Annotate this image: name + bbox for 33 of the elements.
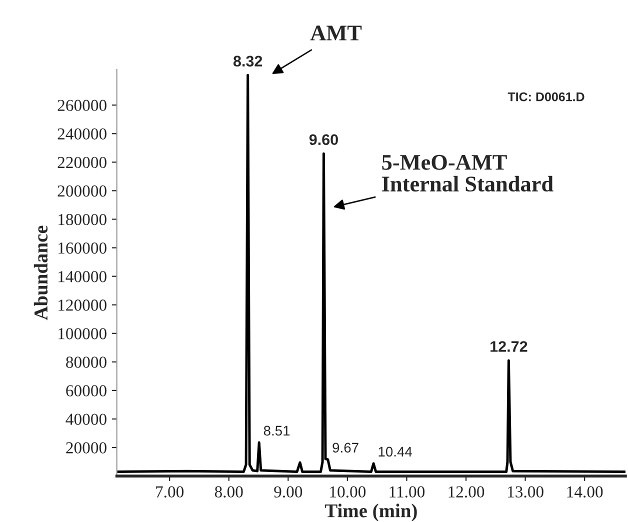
annotation: 8.51 <box>264 426 290 436</box>
annotation: 12.72 <box>490 341 528 352</box>
y-tick-label: 20000 <box>66 442 106 454</box>
line-series <box>116 74 626 474</box>
x-tick-label: 10.00 <box>330 486 366 498</box>
y-tick-label: 260000 <box>58 100 106 112</box>
y-tick-label: 140000 <box>58 271 106 282</box>
y-axis-title: Abundance <box>34 226 48 320</box>
x-tick-label: 14.00 <box>567 486 603 498</box>
x-tick-label: 13.00 <box>508 486 544 498</box>
y-tick-label: 120000 <box>58 300 106 311</box>
y-tick-label: 80000 <box>66 356 106 368</box>
annotation: 9.60 <box>309 134 338 146</box>
annotation: TIC: D0061.D <box>508 92 584 102</box>
x-axis-title: Time (min) <box>324 504 417 522</box>
y-tick-label: 100000 <box>58 328 106 340</box>
text: AMT <box>310 26 362 40</box>
x-tick-label: 9.00 <box>274 486 302 498</box>
x-tick-label: 11.00 <box>390 486 425 498</box>
y-tick-label: 160000 <box>58 242 106 254</box>
y-tick-label: 40000 <box>66 414 106 425</box>
y-tick-label: 240000 <box>58 128 106 140</box>
y-tick-label: 220000 <box>58 156 106 168</box>
annotation: 8.32 <box>233 56 262 67</box>
y-tick-label: 60000 <box>66 385 106 396</box>
y-tick-label: 200000 <box>58 185 106 197</box>
x-tick-label: 8.00 <box>214 486 243 498</box>
x-tick-label: 12.00 <box>448 486 484 498</box>
y-tick-label: 180000 <box>58 214 106 226</box>
annotation: 9.67 <box>332 442 358 453</box>
x-tick-label: 7.00 <box>156 486 184 498</box>
annotation: 10.44 <box>378 446 412 457</box>
annotation: 5-MeO-AMT Internal Standard <box>382 154 554 192</box>
